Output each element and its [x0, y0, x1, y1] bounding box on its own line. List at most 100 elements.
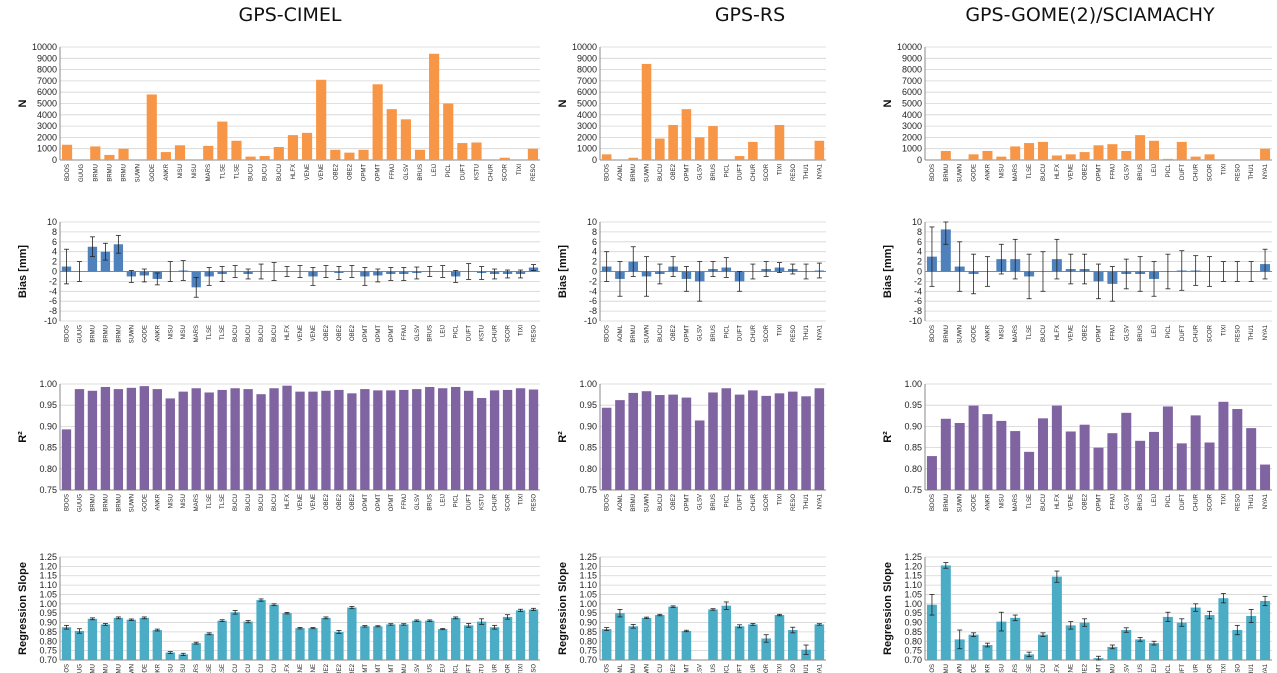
y-tick-label: -8 — [914, 306, 922, 316]
bar-nisu — [996, 621, 1007, 660]
bar-suwn — [126, 387, 137, 490]
chart-sat-r2: 0.75 0.80 0.85 0.90 0.95 1.00 R² BDOS BRMU SUWN GO… — [882, 379, 1272, 512]
x-tick-label: ANKR — [155, 324, 161, 341]
x-tick-label: TIXI — [519, 325, 525, 336]
bar-tixi — [515, 388, 526, 490]
x-tick-label: WN — [958, 664, 964, 673]
bar-duft — [1176, 443, 1187, 490]
x-tick-label: NISU — [181, 325, 187, 339]
bar-nisu — [165, 652, 175, 660]
bar-obe2 — [668, 606, 678, 660]
y-tick-label: 2 — [52, 257, 57, 267]
bar-duft — [1176, 622, 1187, 660]
x-tick-label: OBE2 — [1083, 324, 1089, 341]
y-tick-label: 6 — [592, 237, 597, 247]
x-tick-label: PICL — [454, 324, 460, 338]
x-tick-label: ANKR — [985, 493, 991, 510]
y-tick-label: 0.95 — [39, 608, 57, 618]
y-tick-label: 1.00 — [579, 599, 597, 609]
x-tick-label: GODE — [142, 494, 148, 512]
x-tick-label: GODE — [972, 494, 978, 512]
y-tick-label: 0.95 — [579, 608, 597, 618]
y-tick-label: 1.05 — [579, 589, 597, 599]
x-tick-label: NYA1 — [1263, 163, 1269, 179]
x-tick-label: BRMU — [90, 494, 96, 512]
x-tick-label: SUWN — [136, 164, 142, 182]
x-tick-label: UFT — [1180, 664, 1186, 673]
x-tick-label: GODE — [972, 164, 978, 182]
x-tick-label: OPMT — [684, 164, 690, 182]
y-tick-label: 8000 — [902, 65, 922, 75]
bar-glsv — [1121, 412, 1132, 490]
y-axis-label: Bias [mm] — [557, 245, 569, 299]
bar-tlse — [217, 121, 228, 160]
x-tick-label: SUWN — [645, 164, 651, 182]
x-tick-label: TIXI — [777, 325, 783, 336]
x-tick-label: FFMJ — [1110, 494, 1116, 509]
x-tick-label: TIXI — [519, 494, 525, 505]
bar-obe2 — [321, 617, 331, 660]
x-tick-label: OPMT — [684, 325, 690, 343]
bar-obe2 — [1079, 622, 1090, 660]
x-tick-label: MARS — [194, 325, 200, 342]
y-tick-label: 2 — [917, 257, 922, 267]
bar-duft — [734, 156, 745, 160]
x-tick-label: MARS — [1013, 164, 1019, 181]
y-tick-label: 1.15 — [904, 571, 922, 581]
x-tick-label: SCOR — [506, 493, 512, 511]
bar-glsv — [412, 389, 422, 490]
x-tick-label: BUCU — [658, 325, 664, 342]
x-tick-label: CHUR — [751, 324, 757, 342]
x-tick-label: OPMT — [363, 494, 369, 512]
bar-tlse — [204, 633, 214, 660]
x-tick-label: ODE — [972, 664, 978, 673]
y-tick-label: 6000 — [37, 87, 57, 97]
y-tick-label: 7000 — [37, 76, 57, 86]
bar-hlfx — [282, 385, 292, 490]
x-tick-label: VENE — [298, 494, 304, 510]
y-tick-label: 0.75 — [579, 485, 597, 495]
x-tick-label: BDOS — [64, 325, 70, 342]
x-tick-label: PICL — [724, 493, 730, 507]
x-tick-label: DOS — [64, 664, 70, 673]
bar-scor — [1204, 154, 1215, 160]
bar-bucu — [243, 389, 253, 490]
y-tick-label: 0.90 — [904, 421, 922, 431]
bar-brus — [708, 392, 718, 490]
x-tick-label: BUCU — [277, 164, 283, 181]
x-tick-label: DUFT — [738, 164, 744, 180]
bar-bucu — [655, 138, 665, 160]
bar-brus — [708, 609, 718, 660]
y-tick-label: 0 — [52, 267, 57, 277]
y-tick-label: 4000 — [577, 110, 597, 120]
x-tick-label: RESO — [1235, 325, 1241, 342]
x-tick-label: BRMU — [631, 325, 637, 343]
x-tick-label: TLSE — [234, 164, 240, 179]
bar-suwn — [954, 423, 965, 490]
x-tick-label: BE2 — [324, 663, 330, 673]
y-tick-label: 1000 — [37, 144, 57, 154]
y-axis-label: Regression Slope — [557, 562, 569, 655]
x-tick-label: THU1 — [804, 493, 810, 509]
bar-nisu — [174, 145, 186, 160]
bar-tixi — [774, 615, 785, 660]
y-tick-label: 1.25 — [39, 552, 57, 562]
y-tick-label: 4 — [52, 247, 57, 257]
bar-mars — [1010, 146, 1021, 160]
bar-bdos — [61, 144, 73, 160]
x-tick-label: OBE2 — [337, 324, 343, 341]
x-tick-label: OPMT — [1097, 164, 1103, 182]
x-tick-label: RESO — [791, 494, 797, 511]
y-tick-label: 0.80 — [579, 464, 597, 474]
bar-brmu — [87, 618, 98, 660]
bar-chur — [1190, 607, 1201, 660]
bar-brmu — [628, 392, 639, 490]
x-tick-label: SUWN — [958, 164, 964, 182]
x-tick-label: BRMU — [122, 164, 128, 182]
bar-nisu — [165, 398, 175, 490]
x-tick-label: COR — [506, 663, 512, 673]
y-tick-label: 5000 — [902, 99, 922, 109]
y-tick-label: 4 — [917, 247, 922, 257]
x-tick-label: RESO — [1235, 494, 1241, 511]
title-gps-gome-sciamachy: GPS-GOME(2)/SCIAMACHY — [965, 4, 1215, 26]
